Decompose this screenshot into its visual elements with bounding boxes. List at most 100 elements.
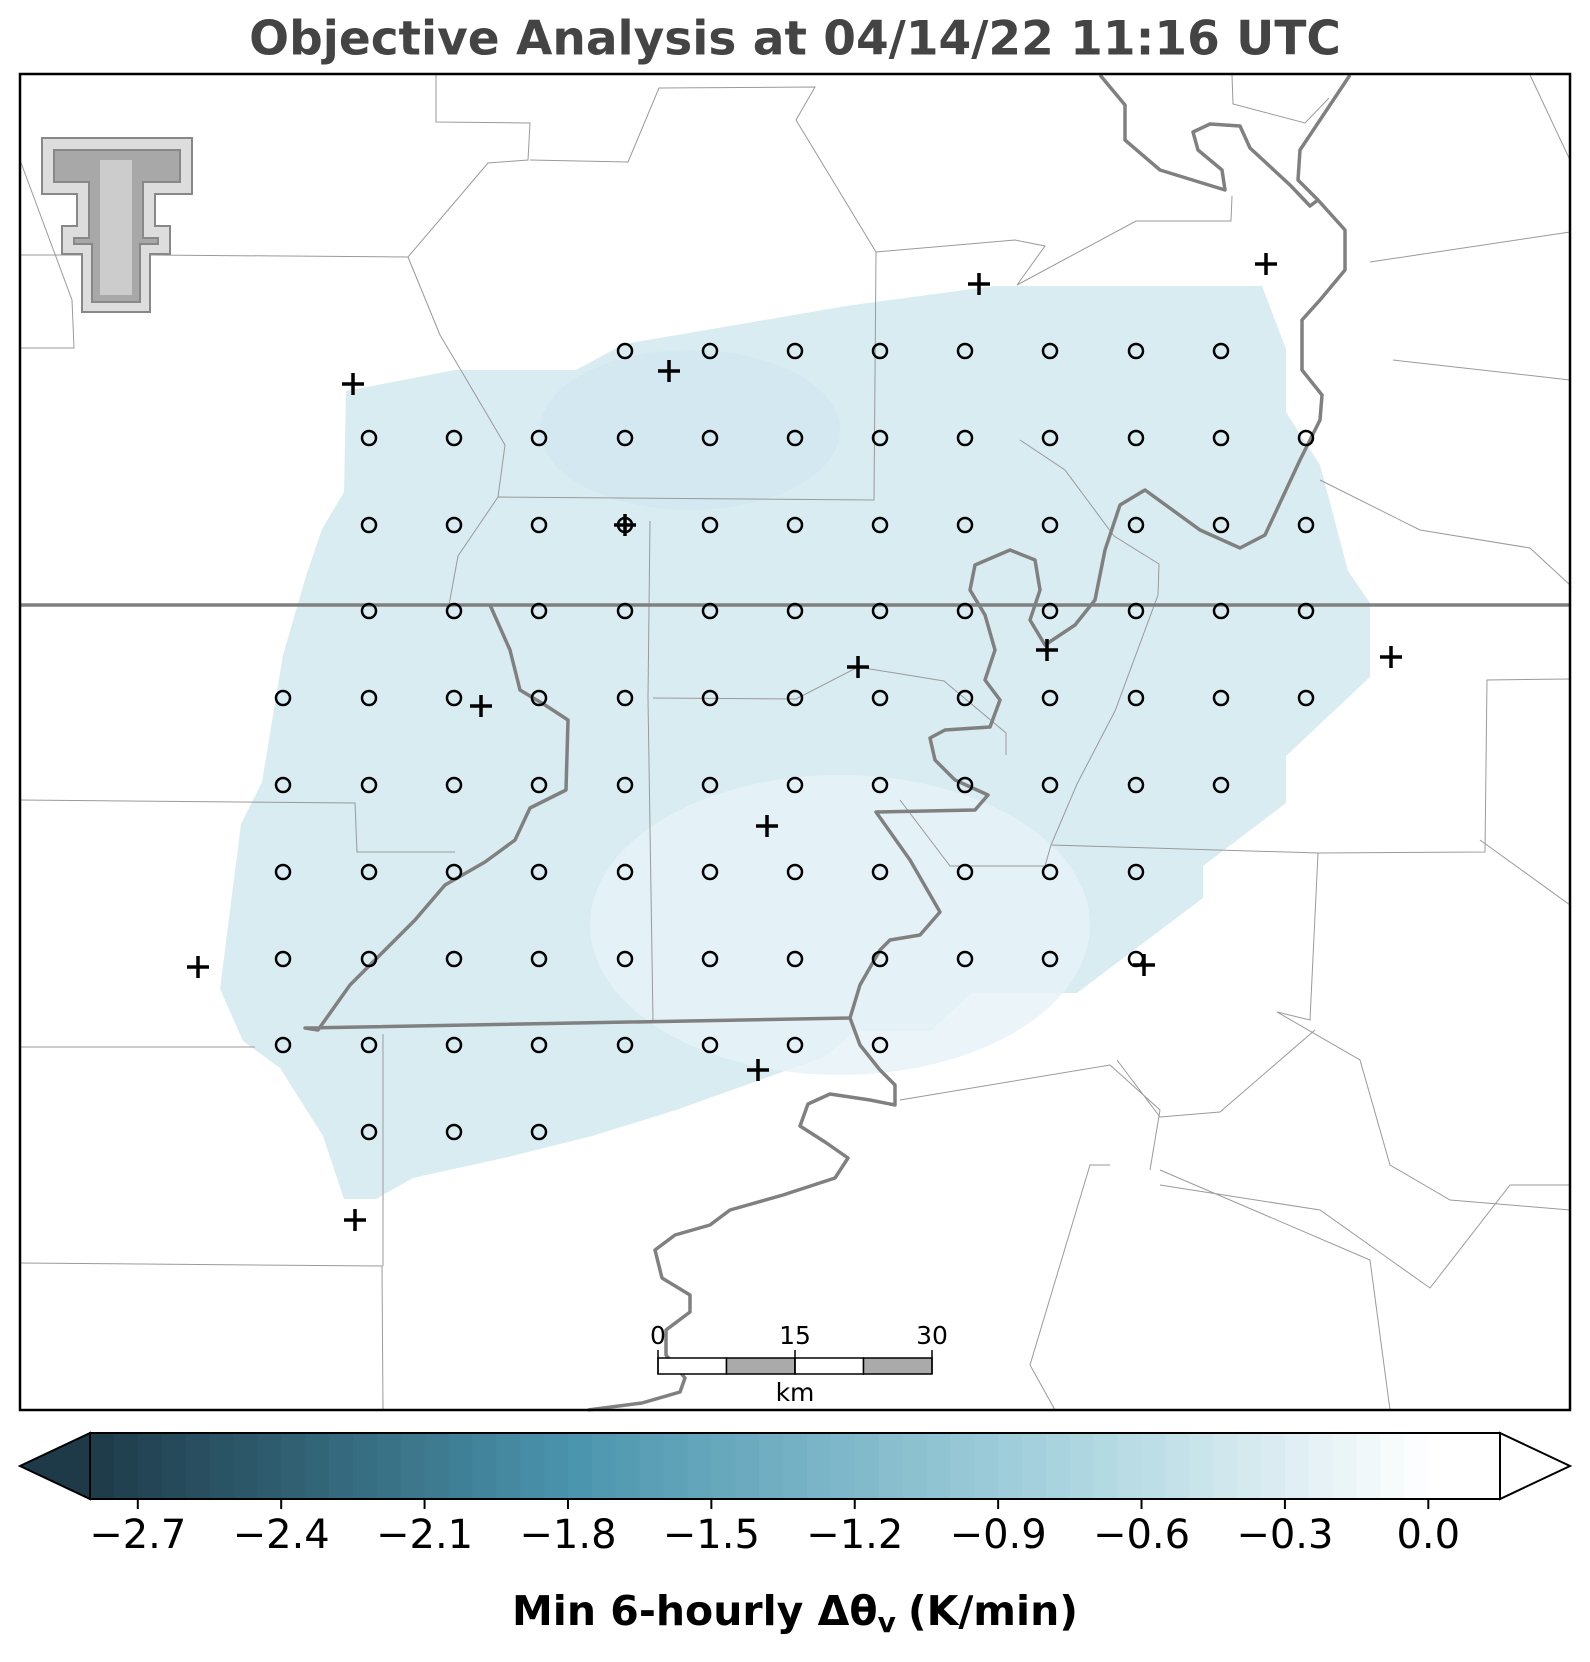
colorbar-tick-label: −0.6	[1093, 1512, 1190, 1558]
colorbar-band	[352, 1433, 378, 1499]
obs-point	[530, 429, 548, 447]
obs-point	[956, 950, 974, 968]
obs-point	[956, 342, 974, 360]
colorbar-band	[233, 1433, 258, 1499]
colorbar-band	[1093, 1433, 1119, 1499]
obs-point	[786, 950, 804, 968]
obs-point	[871, 689, 889, 707]
obs-point	[616, 863, 634, 881]
obs-point	[1041, 516, 1059, 534]
colorbar-band	[1452, 1433, 1477, 1499]
colorbar-band	[1332, 1433, 1358, 1499]
obs-point	[871, 602, 889, 620]
obs-point	[1127, 602, 1145, 620]
obs-point	[530, 1036, 548, 1054]
obs-point	[616, 950, 634, 968]
obs-point	[360, 950, 378, 968]
colorbar-band	[448, 1433, 473, 1499]
colorbar-frame	[89, 1432, 1501, 1500]
obs-point	[956, 429, 974, 447]
obs-point	[1212, 342, 1230, 360]
colorbar-tick-label: −1.8	[519, 1512, 616, 1558]
obs-point	[871, 1036, 889, 1054]
station	[344, 1209, 366, 1231]
obs-point	[274, 1036, 292, 1054]
obs-point	[871, 516, 889, 534]
obs-point	[871, 863, 889, 881]
obs-point	[616, 602, 634, 620]
colorbar-tick-label: −2.7	[89, 1512, 186, 1558]
colorbar-band	[1189, 1433, 1214, 1499]
obs-point	[274, 689, 292, 707]
colorbar-band	[711, 1433, 736, 1499]
colorbar-tick-label: −1.5	[663, 1512, 760, 1558]
obs-point	[786, 602, 804, 620]
obs-point	[274, 776, 292, 794]
colorbar-band	[90, 1433, 115, 1499]
obs-point	[1127, 342, 1145, 360]
colorbar-band	[1237, 1433, 1262, 1499]
obs-point	[786, 342, 804, 360]
obs-point	[616, 429, 634, 447]
obs-point	[701, 342, 719, 360]
colorbar-band	[663, 1433, 689, 1499]
obs-point	[530, 863, 548, 881]
obs-point	[530, 516, 548, 534]
map: 0 15 30 km	[18, 72, 1572, 1412]
obs-point	[445, 1123, 463, 1141]
obs-point	[786, 516, 804, 534]
obs-point	[1041, 342, 1059, 360]
colorbar-band	[1069, 1433, 1095, 1499]
obs-point	[530, 689, 548, 707]
obs-point	[701, 1036, 719, 1054]
colorbar-band	[1261, 1433, 1286, 1499]
obs-point	[1212, 516, 1230, 534]
obs-point	[445, 429, 463, 447]
map-frame	[18, 72, 1572, 1412]
colorbar-band	[1476, 1433, 1501, 1499]
obs-point	[1212, 602, 1230, 620]
obs-point	[786, 1036, 804, 1054]
analysis-light	[590, 775, 1090, 1075]
obs-point	[871, 429, 889, 447]
colorbar-band	[520, 1433, 545, 1499]
river-upper	[1098, 73, 1320, 208]
obs-point	[871, 776, 889, 794]
obs-point	[445, 689, 463, 707]
scale-bar: 0 15 30 km	[650, 1321, 948, 1407]
colorbar-band	[591, 1433, 617, 1499]
obs-point	[360, 689, 378, 707]
obs-point	[1127, 516, 1145, 534]
obs-point	[1041, 429, 1059, 447]
colorbar-band	[830, 1433, 856, 1499]
obs-point	[1041, 863, 1059, 881]
obs-point	[445, 950, 463, 968]
colorbar-band	[759, 1433, 784, 1499]
obs-point	[786, 689, 804, 707]
obs-point	[956, 602, 974, 620]
logo	[41, 137, 193, 313]
colorbar-band	[1045, 1433, 1071, 1499]
scale-tick-label: 15	[779, 1321, 811, 1350]
obs-point	[701, 602, 719, 620]
scale-segment	[794, 1357, 865, 1375]
obs-point	[701, 689, 719, 707]
county-lines	[19, 74, 1571, 1411]
obs-point	[1127, 429, 1145, 447]
obs-point	[274, 950, 292, 968]
obs-point	[871, 342, 889, 360]
analysis-field	[220, 286, 1370, 1199]
colorbar-band	[1141, 1433, 1167, 1499]
obs-point	[701, 863, 719, 881]
obs-point	[1297, 429, 1315, 447]
obs-point	[445, 602, 463, 620]
colorbar-band	[1022, 1433, 1047, 1499]
colorbar-label: Min 6-hourly Δθv (K/min)	[512, 1587, 1078, 1639]
obs-point	[956, 689, 974, 707]
colorbar-tick-label: −0.3	[1236, 1512, 1333, 1558]
obs-point	[701, 516, 719, 534]
obs-point	[1297, 602, 1315, 620]
obs-point	[786, 776, 804, 794]
colorbar-band	[902, 1433, 928, 1499]
